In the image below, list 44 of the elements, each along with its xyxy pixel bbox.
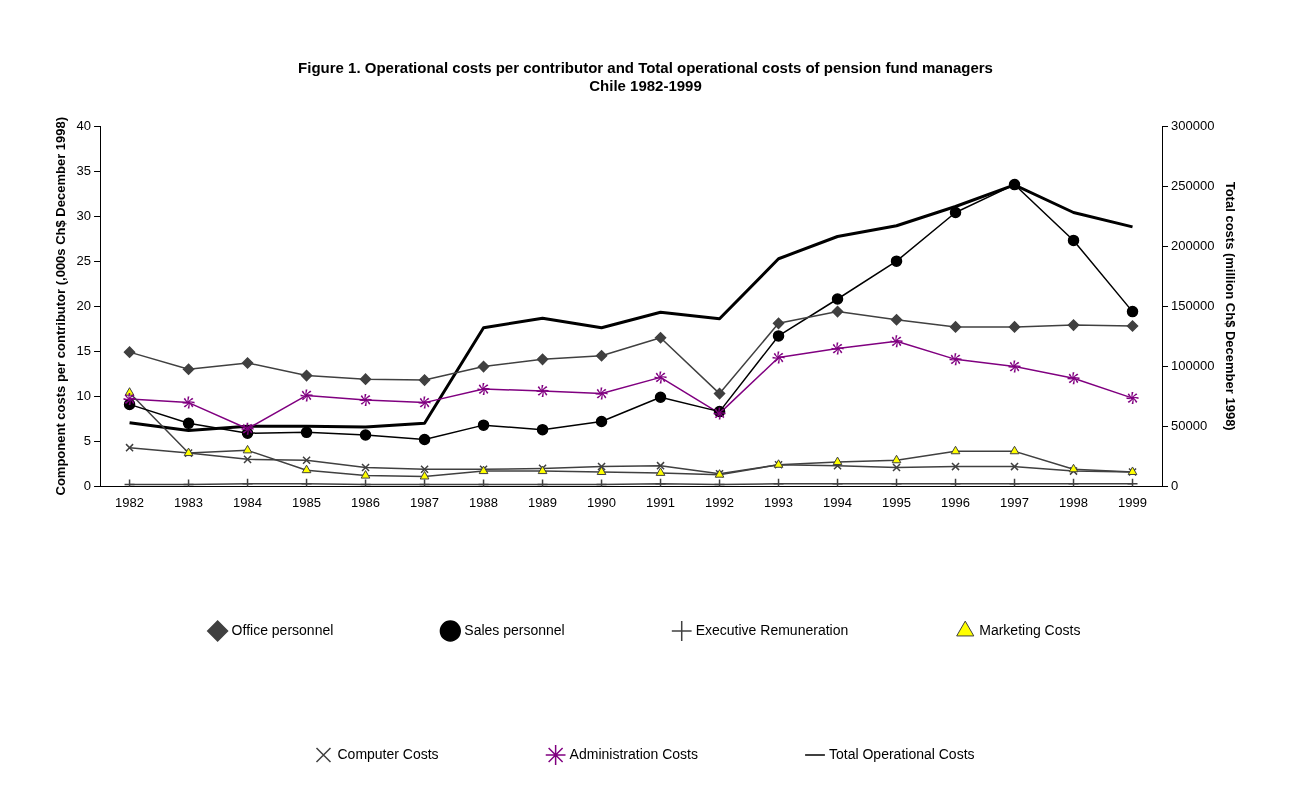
x-tick-label: 1984 xyxy=(233,494,263,510)
y2-tick-label: 150000 xyxy=(1171,297,1215,313)
x-tick-label: 1993 xyxy=(764,494,793,510)
y2-tick-label: 300000 xyxy=(1171,117,1215,133)
legend-label: Sales personnel xyxy=(464,621,565,638)
x-tick-label: 1999 xyxy=(1118,494,1147,510)
y2-tick-label: 100000 xyxy=(1171,357,1215,373)
x-tick-label: 1995 xyxy=(882,494,911,510)
y-tick-label: 15 xyxy=(76,342,92,358)
x-tick-label: 1994 xyxy=(823,494,852,510)
x-tick-label: 1982 xyxy=(115,494,145,510)
y2-tick-label: 250000 xyxy=(1171,177,1215,193)
x-tick-label: 1996 xyxy=(941,494,970,510)
x-tick-label: 1998 xyxy=(1059,494,1088,510)
y-tick-label: 20 xyxy=(76,297,92,313)
x-tick-label: 1986 xyxy=(351,494,381,510)
legend-label: Executive Remuneration xyxy=(695,621,849,638)
y-tick-label: 40 xyxy=(76,117,92,133)
legend-label: Office personnel xyxy=(231,621,334,638)
legend-label: Administration Costs xyxy=(569,745,699,762)
x-tick-label: 1990 xyxy=(587,494,616,510)
x-tick-label: 1989 xyxy=(528,494,557,510)
y2-tick-label: 200000 xyxy=(1171,237,1215,253)
x-tick-label: 1987 xyxy=(410,494,440,510)
y2-axis-title: Total costs (million Ch$ December 1998) xyxy=(1222,181,1238,431)
y-tick-label: 35 xyxy=(76,162,92,178)
y-tick-label: 5 xyxy=(83,432,92,448)
y-tick-label: 25 xyxy=(76,252,92,268)
x-tick-label: 1997 xyxy=(1000,494,1029,510)
y-tick-label: 10 xyxy=(76,387,92,403)
legend-label: Total Operational Costs xyxy=(829,745,975,762)
y-tick-label: 30 xyxy=(76,207,92,223)
x-tick-label: 1991 xyxy=(646,494,675,510)
y-axis-title: Component costs per contributor (,000s Ch$ December 1998) xyxy=(53,116,69,496)
x-tick-label: 1988 xyxy=(469,494,499,510)
legend-label: Marketing Costs xyxy=(979,621,1081,638)
y-tick-label: 0 xyxy=(83,477,92,493)
chart-title: Figure 1. Operational costs per contributor and Total operational costs of pension fund managers Chile 1982-1999 xyxy=(298,59,993,95)
y2-tick-label: 50000 xyxy=(1171,417,1208,433)
x-tick-label: 1983 xyxy=(174,494,204,510)
x-tick-label: 1985 xyxy=(292,494,322,510)
x-tick-label: 1992 xyxy=(705,494,734,510)
legend-label: Computer Costs xyxy=(337,745,439,762)
y2-tick-label: 0 xyxy=(1171,477,1179,493)
